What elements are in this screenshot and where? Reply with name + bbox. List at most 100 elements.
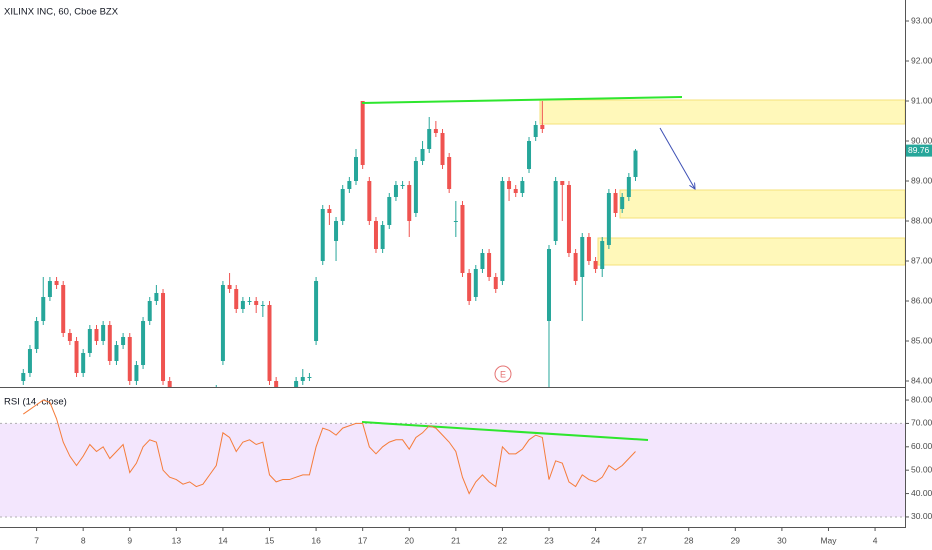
zone [597, 237, 906, 266]
candle-body [593, 261, 598, 269]
candle-body [427, 129, 432, 149]
candle-body [320, 209, 325, 261]
x-tick-label: 15 [265, 535, 275, 545]
candle-body [367, 181, 372, 221]
candle-body [114, 345, 119, 361]
x-tick-label: 28 [684, 535, 694, 545]
candle-body [208, 397, 212, 405]
candle-body [181, 405, 185, 413]
candle-body [74, 341, 79, 373]
price-tag [906, 144, 932, 157]
candle-body [260, 305, 265, 306]
x-tick-label: May [820, 535, 837, 545]
x-tick-label: 7 [34, 535, 39, 545]
candle-body [613, 193, 618, 213]
y-tick-label: 60.00 [911, 441, 932, 451]
candle-body [214, 389, 218, 397]
x-tick-label: 8 [81, 535, 86, 545]
candle-body [500, 181, 505, 281]
candle-body [433, 129, 438, 133]
candle-body [473, 269, 478, 297]
candle-body [373, 221, 378, 249]
y-tick-label: 80.00 [911, 394, 932, 404]
candle-body [393, 185, 398, 197]
candle-body [27, 349, 32, 373]
candle-body [546, 249, 551, 321]
candle-body [254, 301, 259, 305]
rsi-line [23, 399, 636, 495]
y-tick-label: 40.00 [911, 488, 932, 498]
candle-body [127, 337, 132, 381]
candle-body [467, 273, 472, 301]
candle-body [566, 185, 571, 253]
candle-body [54, 281, 59, 285]
x-tick-label: 22 [498, 535, 508, 545]
candle-body [307, 377, 312, 378]
candle-body [134, 365, 139, 381]
candle-body [154, 293, 159, 301]
y-tick-label: 84.00 [911, 375, 932, 385]
candle-body [340, 189, 345, 221]
candle-body [520, 181, 525, 193]
candle-body [188, 409, 192, 413]
y-tick-label: 92.00 [911, 55, 932, 65]
rsi-title: RSI (14, close) [4, 397, 67, 408]
trend-line [361, 96, 683, 104]
candle-body [453, 221, 458, 222]
candle-body [413, 161, 418, 213]
candle-body [267, 305, 272, 381]
rsi-trend-line [361, 421, 649, 441]
x-tick-label: 13 [172, 535, 182, 545]
candle-body [447, 157, 452, 189]
candle-body [600, 241, 605, 269]
candle-body [354, 157, 359, 181]
candle-body [94, 329, 99, 341]
candle-body [287, 397, 291, 409]
candle-body [281, 401, 285, 409]
candle-body [626, 177, 631, 197]
candle-body [161, 293, 166, 381]
candle-body [387, 197, 392, 225]
candle-body [300, 377, 305, 381]
candle-body [121, 337, 126, 345]
candle-body [274, 381, 279, 387]
y-tick-label: 87.00 [911, 255, 932, 265]
candle-body [420, 149, 425, 161]
y-tick-label: 50.00 [911, 464, 932, 474]
candle-body [407, 185, 412, 221]
candle-body [101, 325, 106, 341]
candle-body [141, 321, 146, 365]
candle-body [606, 193, 611, 245]
candle-body [334, 221, 339, 241]
candle-body [34, 321, 39, 349]
candle-body [480, 253, 485, 269]
x-tick-label: 23 [544, 535, 554, 545]
earnings-label: E [500, 369, 506, 379]
y-tick-label: 86.00 [911, 295, 932, 305]
y-tick-label: 88.00 [911, 215, 932, 225]
candle-body [573, 253, 578, 281]
candle-body [533, 125, 538, 137]
candle-body [227, 285, 232, 289]
candle-body [147, 301, 152, 321]
candle-body [61, 285, 66, 333]
candle-body [327, 209, 332, 213]
x-tick-label: 21 [451, 535, 461, 545]
y-tick-label: 70.00 [911, 418, 932, 428]
candle-body [107, 325, 112, 361]
candle-body [440, 133, 445, 165]
candle-body [487, 253, 492, 277]
x-tick-label: 24 [591, 535, 601, 545]
candle-body [314, 281, 319, 341]
rsi-band [0, 423, 905, 517]
x-tick-label: 20 [405, 535, 415, 545]
candle-body [41, 297, 46, 321]
candle-body [580, 237, 585, 277]
candle-body [633, 150, 638, 177]
candle-body [167, 381, 172, 387]
x-tick-label: 9 [127, 535, 132, 545]
candle-body [67, 333, 72, 341]
zone [619, 189, 906, 219]
candle-body [620, 197, 625, 209]
